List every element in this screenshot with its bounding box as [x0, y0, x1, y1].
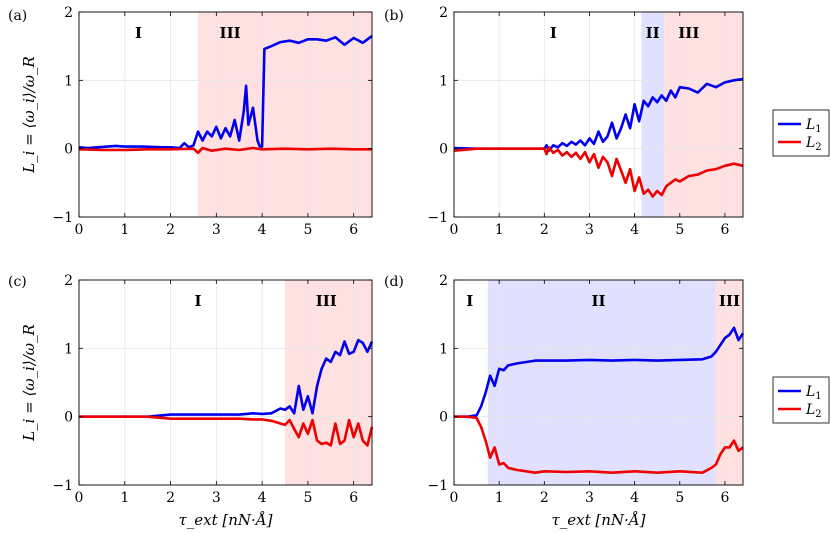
x-tick-label: 5	[303, 222, 312, 238]
region-label-I: I	[550, 24, 557, 42]
region-label-I: I	[466, 292, 473, 310]
x-axis-label: τ_ext [nN·Å]	[551, 511, 645, 529]
region-shade-II	[641, 12, 664, 217]
panel-label: (a)	[8, 8, 27, 24]
series-line-L1	[454, 326, 745, 419]
x-tick-label: 3	[212, 490, 221, 506]
region-label-III: III	[678, 24, 699, 42]
axes-frame	[78, 279, 373, 486]
x-tick-label: 2	[166, 490, 175, 506]
y-axis-label: L_i = ⟨ω_i⟩/ω_R	[20, 56, 38, 174]
x-tick-label: 5	[303, 490, 312, 506]
axes-frame	[453, 11, 744, 218]
series-line-L2	[78, 146, 372, 155]
x-tick-label: 4	[258, 490, 267, 506]
x-tick-label: 6	[349, 490, 358, 506]
region-label-II: II	[646, 24, 660, 42]
x-tick-label: 5	[675, 490, 684, 506]
y-tick-label: 1	[439, 73, 448, 89]
panel-label: (c)	[8, 274, 27, 290]
x-tick-label: 3	[212, 222, 221, 238]
region-label-III: III	[316, 292, 337, 310]
x-axis-label: τ_ext [nN·Å]	[178, 511, 272, 529]
x-tick-label: 6	[720, 490, 729, 506]
y-tick-label: 0	[64, 142, 73, 158]
x-tick-label: 6	[349, 222, 358, 238]
legend-box	[772, 376, 830, 424]
region-shade-III	[198, 12, 372, 217]
axes-frame	[78, 11, 373, 218]
x-tick-label: 0	[75, 222, 84, 238]
x-tick-label: 4	[630, 222, 639, 238]
y-tick-label: 2	[64, 273, 73, 289]
region-label-I: I	[195, 292, 202, 310]
y-tick-label: 1	[64, 341, 73, 357]
x-tick-label: 2	[540, 490, 549, 506]
x-tick-label: 1	[120, 490, 129, 506]
series-line-L1	[453, 77, 744, 152]
legend-label-L2: L2	[805, 135, 822, 153]
x-tick-label: 0	[450, 222, 459, 238]
x-tick-label: 0	[75, 490, 84, 506]
y-axis-label: L_i = ⟨ω_i⟩/ω_R	[20, 324, 38, 442]
y-tick-label: −1	[52, 210, 73, 226]
x-tick-label: 6	[720, 222, 729, 238]
y-tick-label: 1	[439, 341, 448, 357]
y-tick-label: −1	[427, 478, 448, 494]
y-tick-label: 2	[439, 5, 448, 21]
legend-label-L1: L1	[805, 384, 822, 402]
legend-label-L2: L2	[805, 402, 822, 420]
axes-frame	[453, 279, 744, 486]
y-tick-label: 0	[64, 410, 73, 426]
region-label-II: II	[591, 292, 605, 310]
y-tick-label: 2	[64, 5, 73, 21]
x-tick-label: 2	[166, 222, 175, 238]
series-line-L1	[79, 338, 374, 419]
x-tick-label: 5	[675, 222, 684, 238]
x-tick-label: 3	[585, 222, 594, 238]
x-tick-label: 1	[495, 490, 504, 506]
region-shade-II	[487, 280, 716, 485]
region-label-III: III	[719, 292, 740, 310]
y-tick-label: 1	[64, 73, 73, 89]
region-label-III: III	[220, 24, 241, 42]
series-line-L2	[454, 415, 744, 475]
x-tick-label: 3	[585, 490, 594, 506]
legend-label-L1: L1	[805, 117, 822, 135]
x-tick-label: 0	[450, 490, 459, 506]
x-tick-label: 4	[258, 222, 267, 238]
y-tick-label: 2	[439, 273, 448, 289]
series-line-L2	[453, 146, 744, 198]
region-label-I: I	[135, 24, 142, 42]
x-tick-label: 4	[630, 490, 639, 506]
panel-label: (d)	[384, 274, 404, 290]
series-line-L1	[78, 34, 373, 150]
panel-label: (b)	[384, 8, 404, 24]
y-tick-label: −1	[52, 478, 73, 494]
x-tick-label: 1	[495, 222, 504, 238]
x-tick-label: 2	[540, 222, 549, 238]
y-tick-label: 0	[439, 410, 448, 426]
region-shade-III	[663, 12, 743, 217]
region-shade-III	[285, 280, 372, 485]
legend-box	[772, 109, 830, 157]
y-tick-label: 0	[439, 142, 448, 158]
x-tick-label: 1	[120, 222, 129, 238]
series-line-L2	[79, 415, 374, 447]
y-tick-label: −1	[427, 210, 448, 226]
